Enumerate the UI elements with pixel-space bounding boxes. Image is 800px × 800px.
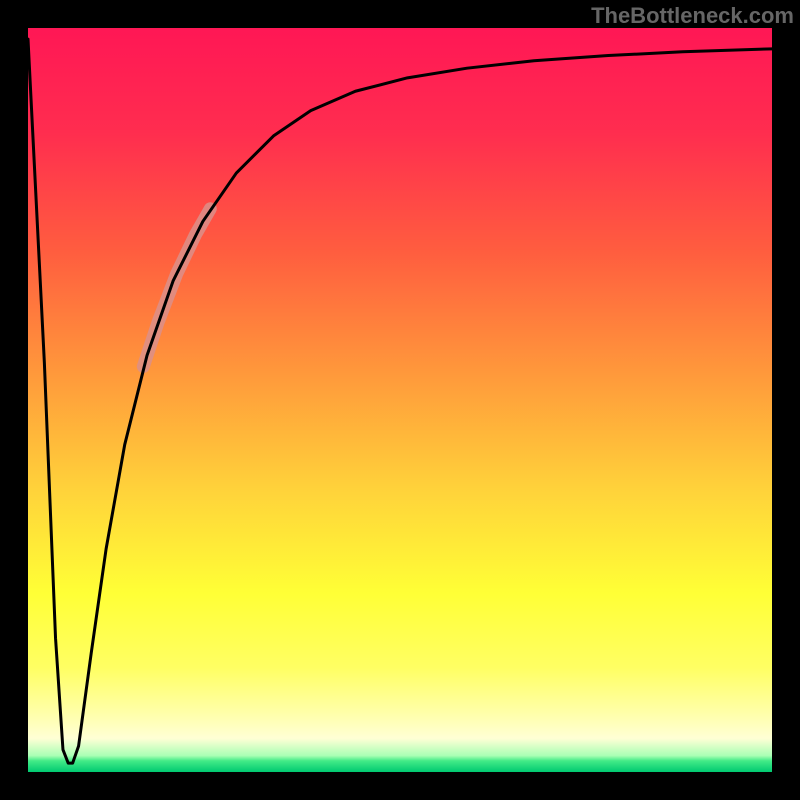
chart-stage: TheBottleneck.com: [0, 0, 800, 800]
chart-background-gradient: [28, 28, 772, 772]
chart-svg: [0, 0, 800, 800]
attribution-label: TheBottleneck.com: [591, 3, 794, 29]
